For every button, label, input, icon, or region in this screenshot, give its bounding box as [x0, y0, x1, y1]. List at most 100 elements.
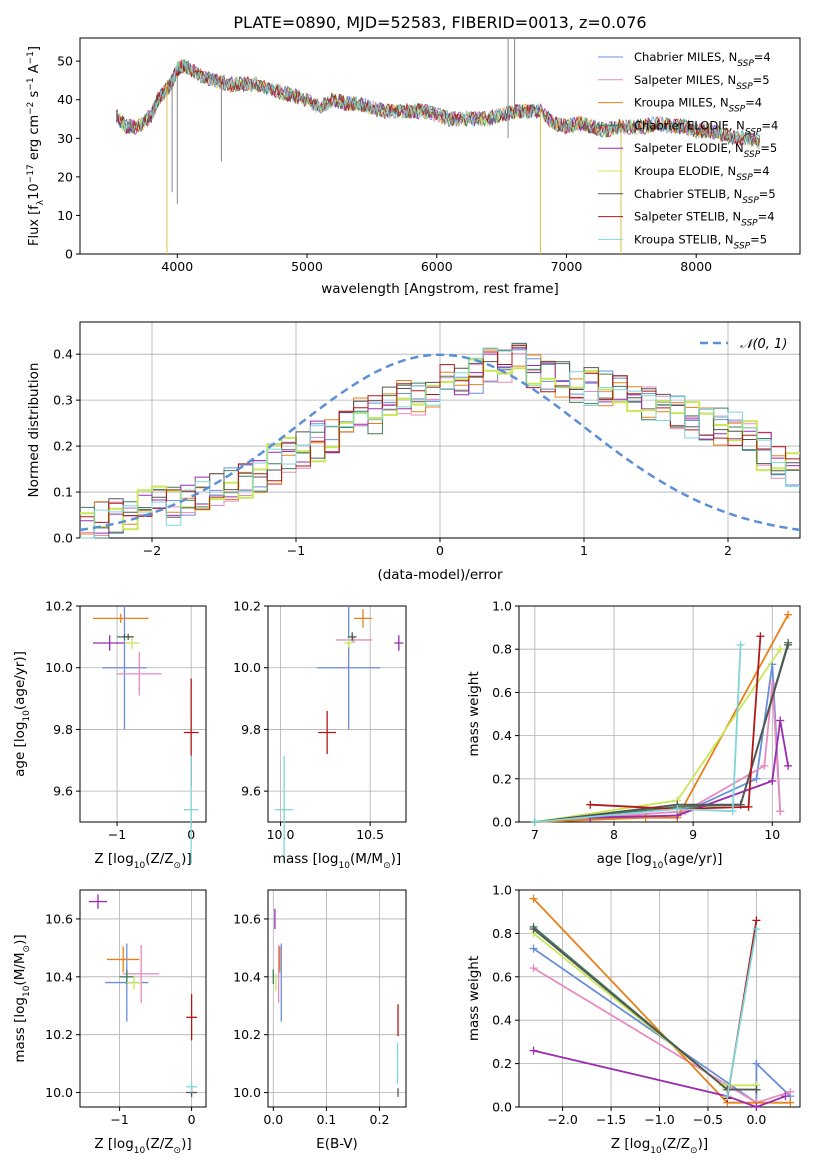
weight-series-line: [534, 644, 742, 823]
spectrum-ylabel: Flux [fλ10−17 erg cm−2 s−1 A−1]: [26, 46, 46, 246]
y-tick-label: 30: [57, 131, 73, 146]
y-tick-label: 0.0: [492, 1100, 512, 1115]
y-tick-label: 0.0: [492, 815, 512, 830]
x-tick-label: 0.0: [746, 1112, 766, 1127]
axes-frame: [267, 889, 407, 1108]
mass-vs-ebv-xlabel: E(B-V): [316, 1136, 358, 1152]
x-tick-label: 10: [764, 827, 780, 842]
y-tick-label: 10.0: [45, 660, 73, 675]
legend-label: Kroupa MILES, NSSP=4: [634, 96, 762, 115]
residuals-xlabel: (data-model)/error: [377, 567, 503, 583]
weight-series-line: [532, 947, 791, 1105]
y-tick-label: 1.0: [492, 599, 512, 614]
y-tick-label: 0.6: [492, 685, 512, 700]
y-tick-label: 10.2: [233, 1027, 261, 1042]
y-tick-label: 9.6: [53, 784, 73, 799]
age-vs-mass-axes: 10.0 10.5 9.6 9.8 10.0 10.2: [233, 599, 407, 842]
x-tick-label: 0: [188, 1112, 196, 1127]
age-vs-mass-points: [275, 606, 404, 864]
x-tick-label: −0.5: [693, 1112, 723, 1127]
y-tick-label: 20: [57, 169, 73, 184]
x-tick-label: 0: [436, 543, 444, 558]
legend-label: Chabrier ELODIE, NSSP=4: [634, 118, 778, 137]
y-tick-label: 40: [57, 92, 73, 107]
y-tick-label: 0.8: [492, 642, 512, 657]
normal-curve: [79, 353, 801, 532]
age-vs-Z-axes: −109.69.810.010.2: [45, 599, 207, 842]
axes-frame: [79, 889, 207, 1108]
y-tick-label: 10.0: [233, 1085, 261, 1100]
mass-vs-ebv-axes: 0.0 0.1 0.2 10.0 10.2 10.4 10.6: [233, 889, 407, 1127]
y-tick-label: 0.3: [53, 393, 73, 408]
mass-vs-Z-xlabel: Z [log10(Z/Z⊙)]: [94, 1136, 191, 1156]
y-tick-label: 10.2: [233, 599, 261, 614]
legend-label: Chabrier STELIB, NSSP=5: [634, 187, 776, 206]
x-tick-label: 5000: [291, 259, 323, 274]
residuals-axes: −2 −1 0 1 2 0.0 0.1 0.2 0.3 0.4: [53, 321, 801, 558]
weight-series-line: [726, 928, 758, 1097]
x-tick-label: 0.2: [370, 1112, 390, 1127]
y-tick-label: 0.2: [53, 439, 73, 454]
y-tick-label: 10.2: [45, 1027, 73, 1042]
x-tick-label: 8: [610, 827, 618, 842]
axes-frame: [518, 605, 801, 823]
x-tick-label: 1: [580, 543, 588, 558]
x-tick-label: 10.5: [356, 827, 384, 842]
age-vs-mass-xlabel: mass [log10(M/M⊙)]: [273, 851, 401, 871]
y-tick-label: 10: [57, 208, 73, 223]
x-tick-label: −1.0: [644, 1112, 674, 1127]
x-tick-label: −2.0: [547, 1112, 577, 1127]
x-tick-label: −1: [110, 1112, 128, 1127]
spectrum-axes: 4000 5000 6000 7000 8000 0 10 20 30 40 50: [57, 37, 801, 274]
y-tick-label: 0.4: [492, 1013, 512, 1028]
y-tick-label: 0.4: [492, 728, 512, 743]
y-tick-label: 10.0: [45, 1085, 73, 1100]
axes-frame: [267, 605, 407, 823]
legend-label: Salpeter ELODIE, NSSP=5: [634, 141, 777, 160]
y-tick-label: 10.0: [233, 660, 261, 675]
y-tick-label: 0: [65, 247, 73, 262]
x-tick-label: −2: [143, 543, 161, 558]
y-tick-label: 10.4: [233, 969, 261, 984]
y-tick-label: 9.8: [53, 722, 73, 737]
weight-vs-Z-ylabel: mass weight: [466, 956, 482, 1041]
x-tick-label: 8000: [680, 259, 712, 274]
y-tick-label: 0.1: [53, 485, 73, 500]
x-tick-label: −1: [108, 827, 126, 842]
y-tick-label: 50: [57, 54, 73, 69]
weight-vs-age-xlabel: age [log10(age/yr)]: [597, 851, 723, 871]
legend-label: Chabrier MILES, NSSP=4: [634, 50, 771, 69]
x-tick-label: 9: [689, 827, 697, 842]
weight-vs-Z-xlabel: Z [log10(Z/Z⊙)]: [611, 1136, 708, 1156]
y-tick-label: 10.6: [45, 911, 73, 926]
spectrum-series-line: [115, 59, 760, 150]
legend-label: Kroupa STELIB, NSSP=5: [634, 232, 767, 251]
axes-frame: [79, 605, 207, 823]
x-tick-label: 4000: [161, 259, 193, 274]
weight-vs-age-lines: [530, 610, 793, 826]
histogram-series: [80, 344, 800, 523]
residuals-ylabel: Normed distribution: [26, 363, 42, 498]
mass-vs-Z-axes: −1 0 10.0 10.2 10.4 10.6: [45, 889, 207, 1127]
y-tick-label: 0.6: [492, 969, 512, 984]
weight-series-line: [532, 926, 757, 1091]
spectrum-lines: [115, 38, 761, 254]
weight-series-line: [533, 1049, 786, 1108]
y-tick-label: 0.2: [492, 771, 512, 786]
spectrum-series-line: [115, 59, 761, 146]
mass-vs-Z-points: [89, 894, 197, 1097]
x-tick-label: 2: [724, 543, 732, 558]
histogram-series: [80, 347, 800, 539]
x-tick-label: 10.0: [267, 827, 295, 842]
weight-series-line: [590, 636, 762, 810]
x-tick-label: 7000: [551, 259, 583, 274]
y-tick-label: 9.6: [241, 784, 261, 799]
y-tick-label: 10.6: [233, 911, 261, 926]
weight-series-line: [534, 644, 789, 823]
normal-legend-label: 𝒩(0, 1): [740, 337, 787, 352]
mass-vs-ebv-points: [272, 908, 399, 1097]
y-tick-label: 10.2: [45, 599, 73, 614]
y-tick-label: 10.4: [45, 969, 73, 984]
weight-vs-Z-axes: −2.0 −1.5 −1.0 −0.5 0.0 0.0 0.2 0.4 0.6 0.8 1.0: [492, 883, 801, 1127]
